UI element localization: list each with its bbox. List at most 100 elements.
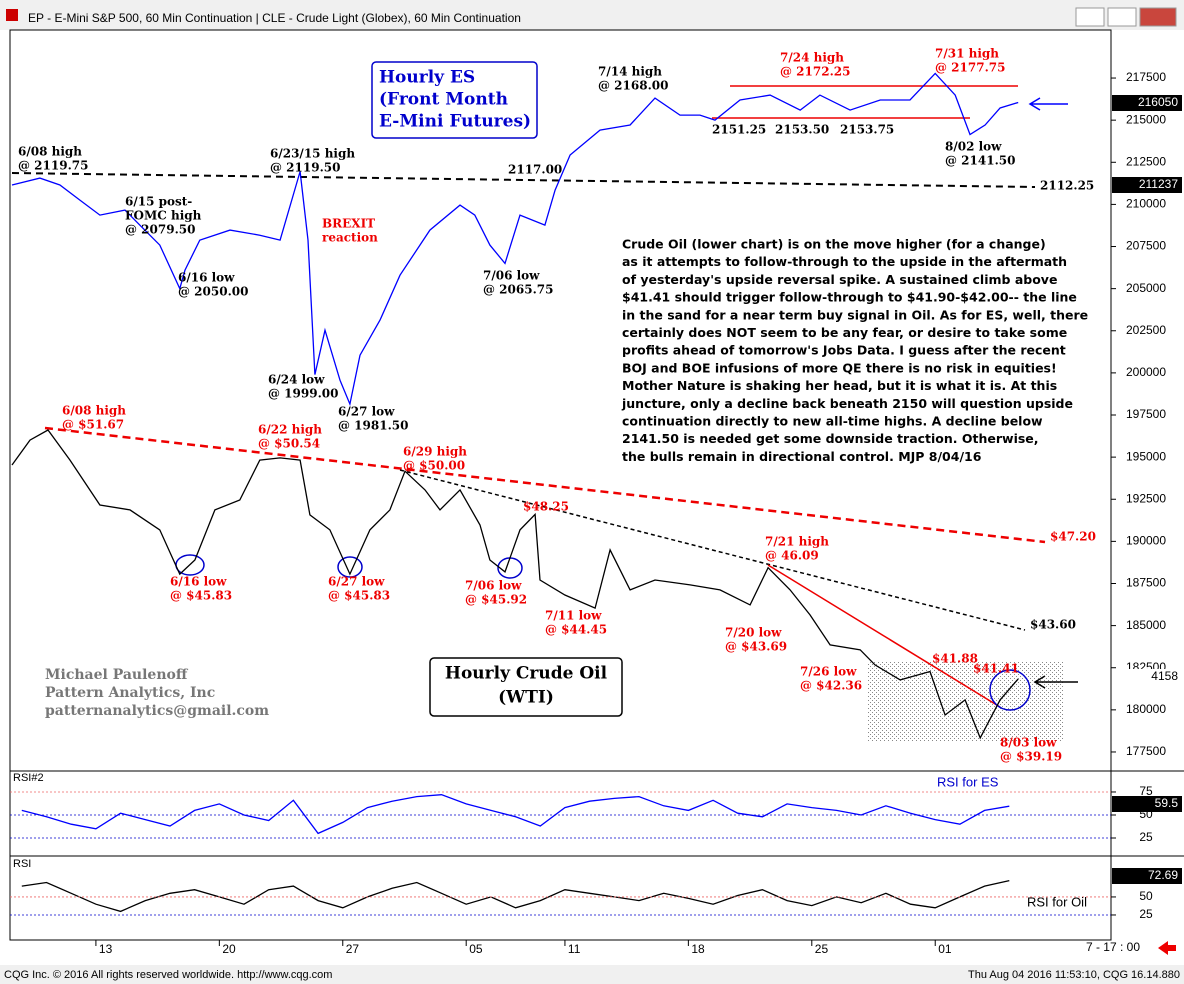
annotation: 2153.75	[840, 123, 894, 137]
annotation: @ $45.83	[328, 589, 390, 603]
trend-line	[44, 426, 1046, 544]
annotation: @ $43.69	[725, 640, 787, 654]
annotation: $41.88	[932, 652, 978, 666]
y-tick-label: 200000	[1126, 365, 1166, 379]
price-flag-label: 216050	[1138, 95, 1178, 109]
arrow	[1028, 97, 1068, 111]
commentary-line: in the sand for a near term buy signal i…	[622, 307, 1088, 322]
x-tick-label: 05	[469, 942, 483, 956]
annotation: @ $51.67	[62, 418, 124, 432]
annotation: @ 2177.75	[935, 61, 1005, 75]
annotation: 6/23/15 high	[270, 147, 355, 161]
plot-frame	[9, 29, 1112, 941]
footer-left: CQG Inc. © 2016 All rights reserved worl…	[4, 969, 332, 981]
y-tick-label: 197500	[1126, 407, 1166, 421]
minimize-button[interactable]	[1075, 7, 1105, 27]
annotation: 6/16 low	[170, 575, 227, 589]
commentary-line: continuation directly to new all-time hi…	[622, 414, 1043, 429]
title-bar	[0, 0, 1184, 30]
window-buttons[interactable]	[1075, 7, 1177, 27]
annotation: @ 2119.50	[270, 161, 340, 175]
price-flag-label: 72.69	[1148, 868, 1178, 882]
window-title: EP - E-Mini S&P 500, 60 Min Continuation…	[28, 11, 521, 25]
annotation: @ $39.19	[1000, 750, 1062, 764]
y-tick-label: 205000	[1126, 281, 1166, 295]
y-tick-label: 75	[1139, 784, 1153, 798]
commentary-line: Crude Oil (lower chart) is on the move h…	[622, 237, 1046, 252]
annotation: @ 2172.25	[780, 65, 850, 79]
annotation: @ 2050.00	[178, 285, 248, 299]
annotation: BREXIT	[322, 217, 375, 231]
box-text: Hourly ES	[379, 68, 475, 88]
price-flag	[1112, 177, 1182, 193]
time-label: 7 - 17 : 00	[1086, 940, 1140, 954]
annotation: $43.60	[1030, 618, 1076, 632]
close-button[interactable]	[1139, 7, 1177, 27]
annotation: 7/31 high	[935, 47, 999, 61]
y-tick-label: 217500	[1126, 70, 1166, 84]
annotation: @ 1999.00	[268, 387, 338, 401]
x-tick-label: 18	[691, 942, 705, 956]
arrow	[1033, 675, 1078, 689]
annotation: 7/26 low	[800, 665, 857, 679]
annotation: @ $42.36	[800, 679, 862, 693]
annotation: @ $45.83	[170, 589, 232, 603]
x-tick-label: 13	[99, 942, 113, 956]
annotation: 2117.00	[508, 163, 562, 177]
trend-line	[767, 564, 1001, 708]
y-tick-label: 215000	[1126, 112, 1166, 126]
price-line	[11, 72, 1019, 407]
support-line	[11, 172, 1036, 188]
scroll-arrow[interactable]	[1158, 941, 1176, 955]
annotation: @ 2119.75	[18, 159, 88, 173]
maximize-button[interactable]	[1107, 7, 1137, 27]
y-tick-label: 195000	[1126, 449, 1166, 463]
annotation: 7/24 high	[780, 51, 844, 65]
annotation: $47.20	[1050, 530, 1096, 544]
commentary-line: BOJ and BOE infusions of more QE there i…	[622, 360, 1057, 375]
annotation: 2151.25	[712, 123, 766, 137]
commentary-line: $41.41 should trigger follow-through to …	[622, 290, 1077, 305]
annotation: @ 2079.50	[125, 223, 195, 237]
panel-label: RSI for ES	[937, 774, 999, 789]
box-text: Hourly Crude Oil	[445, 664, 608, 684]
credit-line: patternanalytics@gmail.com	[45, 703, 269, 719]
y-tick-label: 192500	[1126, 491, 1166, 505]
box-text: E-Mini Futures)	[379, 112, 531, 132]
annotation: 6/15 post-	[125, 195, 192, 209]
annotation: @ 46.09	[765, 549, 819, 563]
price-line	[21, 794, 1010, 835]
annotation: @ 2065.75	[483, 283, 553, 297]
annotation: $41.41	[973, 662, 1019, 676]
box-text: (Front Month	[379, 90, 508, 110]
circle	[337, 556, 363, 578]
annotation: 2112.25	[1040, 179, 1094, 193]
annotation: @ 1981.50	[338, 419, 408, 433]
es-box	[371, 61, 538, 139]
annotation: 7/21 high	[765, 535, 829, 549]
commentary-line: of yesterday's upside reversal spike. A …	[622, 272, 1057, 287]
commentary-line: Mother Nature is shaking her head, but i…	[622, 378, 1057, 393]
price-flag-label: 59.5	[1155, 796, 1179, 810]
x-tick-label: 25	[815, 942, 829, 956]
annotation: $48.25	[523, 500, 569, 514]
annotation: 7/06 low	[483, 269, 540, 283]
commentary-line: the bulls remain in directional control.…	[622, 449, 982, 464]
annotation: 8/03 low	[1000, 736, 1057, 750]
annotation: @ $50.00	[403, 459, 465, 473]
box-text: (WTI)	[498, 688, 554, 708]
commentary-line: profits ahead of tomorrow's Jobs Data. I…	[622, 343, 1066, 358]
annotation: 7/20 low	[725, 626, 782, 640]
x-tick-label: 01	[938, 942, 952, 956]
status-bar	[0, 965, 1184, 984]
annotation: reaction	[322, 231, 378, 245]
annotation: 6/29 high	[403, 445, 467, 459]
price-line	[21, 879, 1010, 913]
annotation: @ 2168.00	[598, 79, 668, 93]
annotation: 6/08 high	[62, 404, 126, 418]
commentary-line: juncture, only a decline back beneath 21…	[621, 396, 1073, 411]
annotation: FOMC high	[125, 209, 202, 223]
